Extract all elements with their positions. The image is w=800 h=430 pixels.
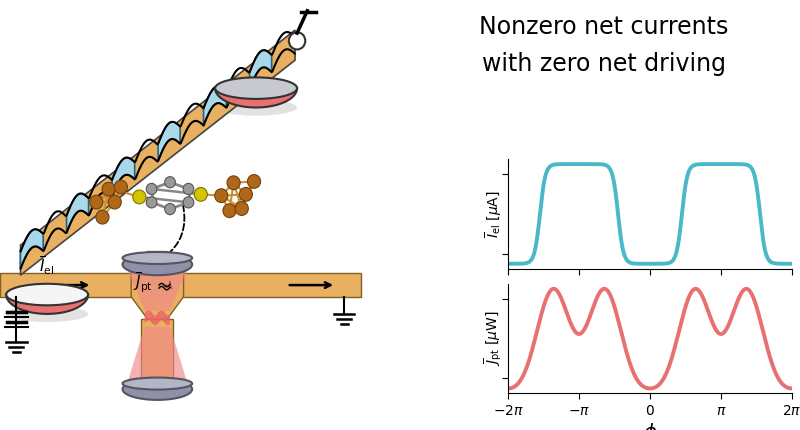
Circle shape bbox=[96, 210, 109, 224]
Circle shape bbox=[194, 187, 207, 201]
Text: $\overline{J}_{\mathrm{pt}}$: $\overline{J}_{\mathrm{pt}}$ bbox=[133, 271, 153, 295]
Polygon shape bbox=[131, 252, 183, 319]
Polygon shape bbox=[6, 295, 88, 314]
Y-axis label: $\overline{I}_{\mathrm{el}}$ [$\mu$A]: $\overline{I}_{\mathrm{el}}$ [$\mu$A] bbox=[483, 190, 504, 238]
Polygon shape bbox=[158, 122, 180, 161]
Circle shape bbox=[102, 182, 115, 196]
Circle shape bbox=[289, 32, 306, 49]
Circle shape bbox=[114, 180, 127, 194]
Polygon shape bbox=[66, 194, 89, 233]
X-axis label: $\phi$: $\phi$ bbox=[643, 421, 657, 430]
Circle shape bbox=[165, 203, 175, 215]
Circle shape bbox=[247, 175, 261, 188]
Ellipse shape bbox=[122, 252, 192, 264]
Polygon shape bbox=[21, 229, 43, 269]
Polygon shape bbox=[203, 86, 226, 126]
Circle shape bbox=[239, 187, 253, 201]
Circle shape bbox=[108, 195, 122, 209]
Circle shape bbox=[227, 176, 240, 190]
Ellipse shape bbox=[122, 254, 192, 275]
Polygon shape bbox=[142, 319, 174, 391]
Y-axis label: $\overline{J}_{\mathrm{pt}}$ [$\mu$W]: $\overline{J}_{\mathrm{pt}}$ [$\mu$W] bbox=[482, 311, 504, 366]
Text: with zero net driving: with zero net driving bbox=[482, 52, 726, 76]
Polygon shape bbox=[112, 158, 134, 197]
Polygon shape bbox=[126, 267, 189, 310]
Circle shape bbox=[90, 195, 103, 209]
Ellipse shape bbox=[122, 378, 192, 400]
Polygon shape bbox=[0, 273, 361, 297]
Text: $\overline{I}_{\mathrm{el}}$: $\overline{I}_{\mathrm{el}}$ bbox=[39, 255, 54, 277]
Polygon shape bbox=[215, 88, 297, 108]
Circle shape bbox=[223, 204, 236, 218]
Ellipse shape bbox=[6, 284, 88, 305]
Polygon shape bbox=[21, 30, 295, 275]
Circle shape bbox=[235, 202, 248, 215]
Circle shape bbox=[146, 183, 157, 194]
Text: Nonzero net currents: Nonzero net currents bbox=[479, 15, 729, 39]
Ellipse shape bbox=[215, 77, 297, 99]
Ellipse shape bbox=[6, 306, 88, 322]
Circle shape bbox=[146, 197, 157, 208]
Polygon shape bbox=[250, 50, 272, 89]
Circle shape bbox=[133, 190, 146, 204]
Ellipse shape bbox=[122, 378, 192, 390]
Polygon shape bbox=[126, 327, 190, 389]
Circle shape bbox=[183, 197, 194, 208]
Circle shape bbox=[165, 177, 175, 188]
Circle shape bbox=[214, 189, 228, 203]
Ellipse shape bbox=[215, 99, 297, 116]
Circle shape bbox=[183, 183, 194, 194]
